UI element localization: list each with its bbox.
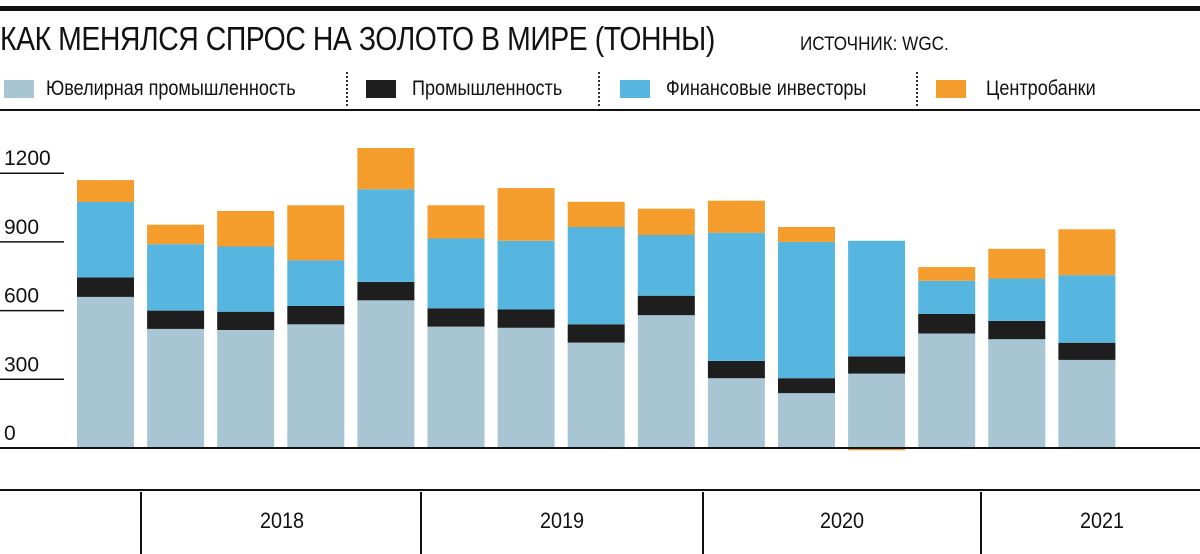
bar-central-banks-4: [287, 205, 345, 261]
y-tick-label: 0: [4, 422, 16, 445]
bar-jewelry-15: [1058, 359, 1116, 448]
y-tick-label: 600: [4, 285, 39, 308]
bar-jewelry-11: [778, 393, 835, 448]
bar-jewelry-13: [918, 333, 976, 448]
legend-label-investors: Финансовые инвесторы: [666, 77, 867, 100]
year-separator: [702, 492, 704, 554]
year-separator: [980, 492, 982, 554]
bar-central-banks-5: [357, 148, 415, 190]
legend-label-industry: Промышленность: [412, 77, 563, 100]
legend-separator: [598, 72, 600, 106]
bar-jewelry-1: [77, 296, 134, 448]
bar-central-banks-3: [217, 211, 275, 247]
legend-swatch-jewelry: [4, 80, 34, 98]
bar-investors-7: [497, 240, 555, 310]
bar-industry-13: [918, 314, 976, 334]
bar-jewelry-5: [357, 300, 415, 448]
bar-investors-4: [287, 260, 345, 306]
bar-industry-5: [357, 282, 415, 301]
bar-investors-9: [637, 235, 695, 296]
bar-industry-3: [217, 311, 275, 330]
bar-central-banks-10: [707, 200, 765, 233]
legend-rule: [0, 109, 1200, 111]
y-axis: 1200 900 600 300 0: [0, 147, 64, 445]
bar-industry-1: [77, 277, 134, 297]
bar-investors-1: [77, 201, 134, 278]
bar-investors-3: [217, 246, 275, 312]
year-separator: [140, 492, 142, 554]
source-note: ИСТОЧНИК: WGC.: [800, 34, 949, 55]
axis-rule: [0, 489, 1200, 491]
bar-industry-15: [1058, 342, 1116, 360]
bar-industry-9: [637, 295, 695, 316]
bar-investors-2: [147, 244, 205, 311]
bar-jewelry-3: [217, 330, 275, 448]
bar-jewelry-10: [707, 378, 765, 448]
bar-jewelry-9: [637, 315, 695, 448]
bar-investors-14: [988, 278, 1046, 321]
top-rule: [0, 6, 1200, 11]
legend-label-central-banks: Центробанки: [986, 77, 1096, 100]
bar-jewelry-12: [848, 373, 906, 448]
bar-industry-7: [497, 309, 555, 328]
year-label-2018: 2018: [259, 508, 305, 533]
bar-central-banks-13: [918, 267, 976, 281]
bar-investors-5: [357, 189, 415, 282]
legend-swatch-investors: [620, 80, 650, 98]
bar-industry-10: [707, 361, 765, 379]
bar-central-banks-1: [77, 180, 134, 202]
legend-separator: [916, 72, 918, 106]
bar-central-banks-15: [1058, 229, 1116, 276]
bar-investors-11: [778, 241, 835, 379]
bar-central-banks-14: [988, 248, 1046, 279]
year-label-2020: 2020: [819, 508, 865, 533]
bar-investors-6: [427, 238, 485, 309]
bar-jewelry-7: [497, 327, 555, 448]
header: КАК МЕНЯЛСЯ СПРОС НА ЗОЛОТО В МИРЕ (ТОНН…: [0, 20, 1200, 64]
year-separator: [420, 492, 422, 554]
bar-central-banks-8: [567, 201, 625, 227]
bar-central-banks-6: [427, 205, 485, 239]
bar-chart: 1200 900 600 300 0: [0, 147, 1200, 451]
legend-label-jewelry: Ювелирная промышленность: [46, 77, 296, 100]
bar-industry-11: [778, 378, 835, 394]
year-label-2019: 2019: [539, 508, 585, 533]
bar-central-banks-11: [778, 227, 835, 242]
bar-central-banks-7: [497, 188, 555, 241]
y-tick-label: 1200: [4, 147, 51, 170]
bar-industry-2: [147, 310, 205, 329]
bar-jewelry-8: [567, 342, 625, 448]
bar-industry-6: [427, 308, 485, 327]
bar-jewelry-2: [147, 328, 205, 448]
bar-industry-4: [287, 306, 345, 325]
bar-central-banks-12: [848, 448, 906, 451]
year-label-2021: 2021: [1079, 508, 1125, 533]
y-tick-label: 300: [4, 353, 39, 376]
bar-industry-8: [567, 324, 625, 343]
legend-separator: [346, 72, 348, 106]
bar-industry-14: [988, 320, 1046, 340]
legend: Ювелирная промышленность Промышленность …: [0, 70, 1200, 108]
bar-central-banks-9: [637, 208, 695, 235]
bar-investors-12: [848, 240, 906, 357]
bar-investors-13: [918, 280, 976, 314]
bars: [77, 148, 1116, 451]
bar-investors-8: [567, 227, 625, 325]
legend-swatch-central-banks: [936, 80, 966, 98]
bar-industry-12: [848, 356, 906, 374]
y-tick-label: 900: [4, 216, 39, 239]
page-title: КАК МЕНЯЛСЯ СПРОС НА ЗОЛОТО В МИРЕ (ТОНН…: [0, 20, 715, 57]
bar-investors-15: [1058, 275, 1116, 343]
bar-jewelry-14: [988, 339, 1046, 448]
legend-swatch-industry: [366, 80, 396, 98]
bar-jewelry-6: [427, 326, 485, 448]
bar-investors-10: [707, 232, 765, 361]
bar-central-banks-2: [147, 224, 205, 245]
bar-jewelry-4: [287, 324, 345, 448]
